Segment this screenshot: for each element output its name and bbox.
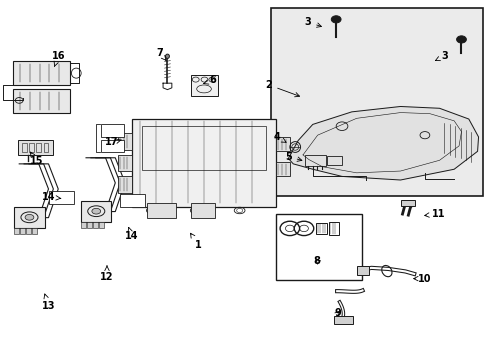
Bar (190, 203, 215, 218)
Bar (271, 8, 483, 196)
Bar (81, 201, 111, 222)
Bar (26, 228, 31, 234)
Bar (13, 61, 70, 85)
Text: 4: 4 (273, 132, 285, 142)
Text: 7: 7 (156, 48, 165, 60)
Bar (327, 156, 341, 165)
Bar (147, 203, 176, 218)
Ellipse shape (25, 215, 34, 220)
Bar (18, 140, 53, 155)
Circle shape (456, 36, 466, 43)
Bar (120, 194, 144, 207)
Polygon shape (288, 107, 478, 180)
Bar (49, 191, 74, 204)
Circle shape (330, 16, 340, 23)
Bar (276, 162, 289, 176)
Text: 6: 6 (203, 75, 216, 85)
Bar (14, 207, 44, 228)
Bar (14, 228, 19, 234)
Bar (101, 125, 124, 137)
Bar (81, 222, 86, 228)
Ellipse shape (92, 208, 101, 214)
Bar (190, 75, 217, 96)
Bar (87, 222, 92, 228)
Bar (118, 176, 132, 193)
Bar (43, 143, 48, 152)
Bar (305, 155, 325, 166)
Text: 1: 1 (190, 233, 201, 249)
Text: 14: 14 (124, 228, 138, 240)
Bar (333, 316, 352, 324)
Bar (21, 143, 26, 152)
Bar (400, 200, 414, 206)
Text: 13: 13 (41, 294, 55, 311)
Text: 2: 2 (265, 80, 299, 97)
Bar (132, 119, 276, 207)
Ellipse shape (165, 54, 169, 58)
Text: 5: 5 (285, 152, 301, 162)
Bar (29, 143, 34, 152)
Bar (20, 228, 25, 234)
Bar (36, 143, 41, 152)
Bar (276, 137, 289, 151)
Text: 3: 3 (304, 17, 321, 27)
Text: 3: 3 (434, 51, 447, 61)
Bar (142, 126, 266, 170)
Text: 11: 11 (424, 209, 445, 219)
Bar (101, 140, 124, 152)
Bar (32, 228, 37, 234)
Bar (13, 89, 70, 113)
Text: 8: 8 (313, 256, 320, 266)
Bar (93, 222, 98, 228)
Text: 17: 17 (105, 138, 121, 147)
Bar (316, 223, 326, 234)
Text: 9: 9 (334, 308, 341, 318)
Text: 10: 10 (413, 274, 431, 284)
Text: 14: 14 (41, 192, 61, 202)
Text: 16: 16 (51, 51, 65, 67)
Bar (276, 214, 361, 280)
Bar (118, 155, 132, 171)
Bar (328, 222, 338, 235)
Bar (356, 266, 368, 275)
Bar (99, 222, 103, 228)
Bar (118, 134, 132, 149)
Text: 12: 12 (100, 266, 114, 282)
Text: 15: 15 (29, 152, 43, 166)
